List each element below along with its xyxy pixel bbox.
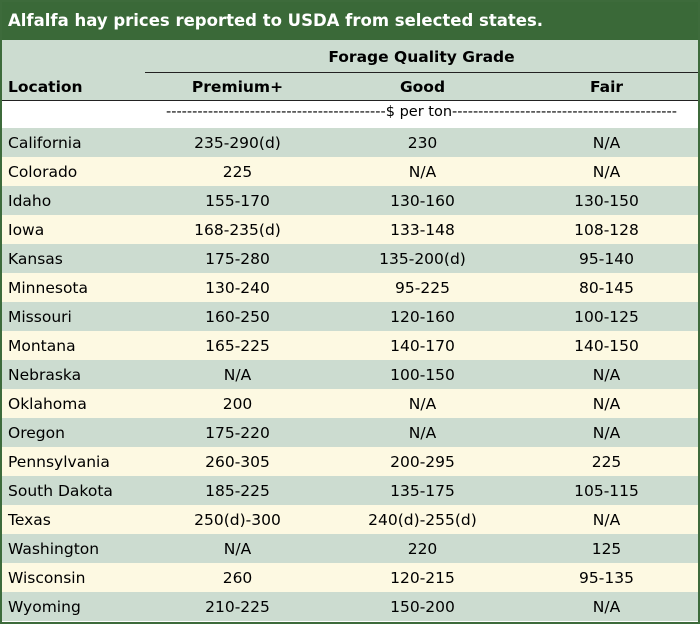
good-cell: N/A <box>408 423 437 442</box>
fair-cell: 130-150 <box>574 191 639 210</box>
good-cell: 140-170 <box>390 336 455 355</box>
good-cell: 120-160 <box>390 307 455 326</box>
premium-cell: 165-225 <box>205 336 270 355</box>
location-cell: Minnesota <box>8 278 88 297</box>
location-cell: Montana <box>8 336 76 355</box>
premium-cell: 200 <box>222 394 253 413</box>
table-row: Washington N/A 220 125 <box>2 534 698 563</box>
table-row: Minnesota 130-240 95-225 80-145 <box>2 273 698 302</box>
premium-cell: 130-240 <box>205 278 270 297</box>
units-label: ----------------------------------------… <box>165 104 677 120</box>
fair-cell: 95-140 <box>579 249 634 268</box>
location-cell: Oregon <box>8 423 65 442</box>
units-row: ----------------------------------------… <box>2 100 698 128</box>
table-row: Nebraska N/A 100-150 N/A <box>2 360 698 389</box>
location-cell: Pennsylvania <box>8 452 110 471</box>
good-cell: N/A <box>408 394 437 413</box>
premium-cell: 260-305 <box>205 452 270 471</box>
premium-cell: N/A <box>223 365 252 384</box>
good-cell: 100-150 <box>390 365 455 384</box>
fair-cell: 225 <box>591 452 622 471</box>
table-row: Wyoming 210-225 150-200 N/A <box>2 592 698 621</box>
good-cell: 200-295 <box>390 452 455 471</box>
fair-cell: N/A <box>592 394 621 413</box>
premium-cell: 155-170 <box>205 191 270 210</box>
fair-cell: N/A <box>592 133 621 152</box>
fair-cell: 105-115 <box>574 481 639 500</box>
good-column-header: Good <box>399 78 446 96</box>
premium-cell: 225 <box>222 162 253 181</box>
table-row: California 235-290(d) 230 N/A <box>2 128 698 157</box>
premium-cell: 210-225 <box>205 597 270 616</box>
table-body: California 235-290(d) 230 N/A Colorado 225 N/A… <box>2 128 698 621</box>
premium-cell: 250(d)-300 <box>194 510 281 529</box>
location-cell: Idaho <box>8 191 52 210</box>
location-cell: Iowa <box>8 220 45 239</box>
table-title: Alfalfa hay prices reported to USDA from… <box>2 2 698 40</box>
location-cell: Missouri <box>8 307 72 326</box>
premium-cell: 185-225 <box>205 481 270 500</box>
location-cell: Texas <box>8 510 51 529</box>
premium-cell: 260 <box>222 568 253 587</box>
premium-cell: 235-290(d) <box>194 133 281 152</box>
table-row: Missouri 160-250 120-160 100-125 <box>2 302 698 331</box>
location-cell: Colorado <box>8 162 78 181</box>
fair-cell: N/A <box>592 423 621 442</box>
good-cell: 135-175 <box>390 481 455 500</box>
good-cell: 95-225 <box>395 278 450 297</box>
fair-cell: 100-125 <box>574 307 639 326</box>
fair-cell: N/A <box>592 597 621 616</box>
good-cell: 230 <box>407 133 438 152</box>
location-cell: Oklahoma <box>8 394 87 413</box>
premium-cell: 160-250 <box>205 307 270 326</box>
table-row: Wisconsin 260 120-215 95-135 <box>2 563 698 592</box>
good-cell: 220 <box>407 539 438 558</box>
premium-cell: 175-220 <box>205 423 270 442</box>
location-cell: Wisconsin <box>8 568 86 587</box>
location-cell: Nebraska <box>8 365 82 384</box>
good-cell: 133-148 <box>390 220 455 239</box>
location-cell: Wyoming <box>8 597 81 616</box>
location-cell: California <box>8 133 82 152</box>
premium-cell: N/A <box>223 539 252 558</box>
table-row: Idaho 155-170 130-160 130-150 <box>2 186 698 215</box>
premium-cell: 175-280 <box>205 249 270 268</box>
table-row: Montana 165-225 140-170 140-150 <box>2 331 698 360</box>
fair-column-header: Fair <box>589 78 624 96</box>
premium-column-header: Premium+ <box>191 78 284 96</box>
table-row: Colorado 225 N/A N/A <box>2 157 698 186</box>
header-rule <box>145 72 698 73</box>
good-cell: 240(d)-255(d) <box>368 510 477 529</box>
fair-cell: 140-150 <box>574 336 639 355</box>
table-row: Pennsylvania 260-305 200-295 225 <box>2 447 698 476</box>
location-cell: Kansas <box>8 249 63 268</box>
good-cell: 150-200 <box>390 597 455 616</box>
fair-cell: N/A <box>592 365 621 384</box>
table-row: Oklahoma 200 N/A N/A <box>2 389 698 418</box>
table-row: Iowa 168-235(d) 133-148 108-128 <box>2 215 698 244</box>
fair-cell: 95-135 <box>579 568 634 587</box>
good-cell: 120-215 <box>390 568 455 587</box>
good-cell: 130-160 <box>390 191 455 210</box>
fair-cell: N/A <box>592 510 621 529</box>
forage-quality-grade-label: Forage Quality Grade <box>328 48 515 66</box>
good-cell: N/A <box>408 162 437 181</box>
fair-cell: 125 <box>591 539 622 558</box>
fair-cell: 80-145 <box>579 278 634 297</box>
good-cell: 135-200(d) <box>379 249 466 268</box>
table-row: Kansas 175-280 135-200(d) 95-140 <box>2 244 698 273</box>
location-cell: Washington <box>8 539 100 558</box>
table-row: Oregon 175-220 N/A N/A <box>2 418 698 447</box>
location-cell: South Dakota <box>8 481 113 500</box>
table-header: Forage Quality Grade Location Premium+ G… <box>2 40 698 100</box>
table-row: South Dakota 185-225 135-175 105-115 <box>2 476 698 505</box>
location-column-header: Location <box>8 78 83 96</box>
table-row: Texas 250(d)-300 240(d)-255(d) N/A <box>2 505 698 534</box>
premium-cell: 168-235(d) <box>194 220 281 239</box>
fair-cell: N/A <box>592 162 621 181</box>
fair-cell: 108-128 <box>574 220 639 239</box>
